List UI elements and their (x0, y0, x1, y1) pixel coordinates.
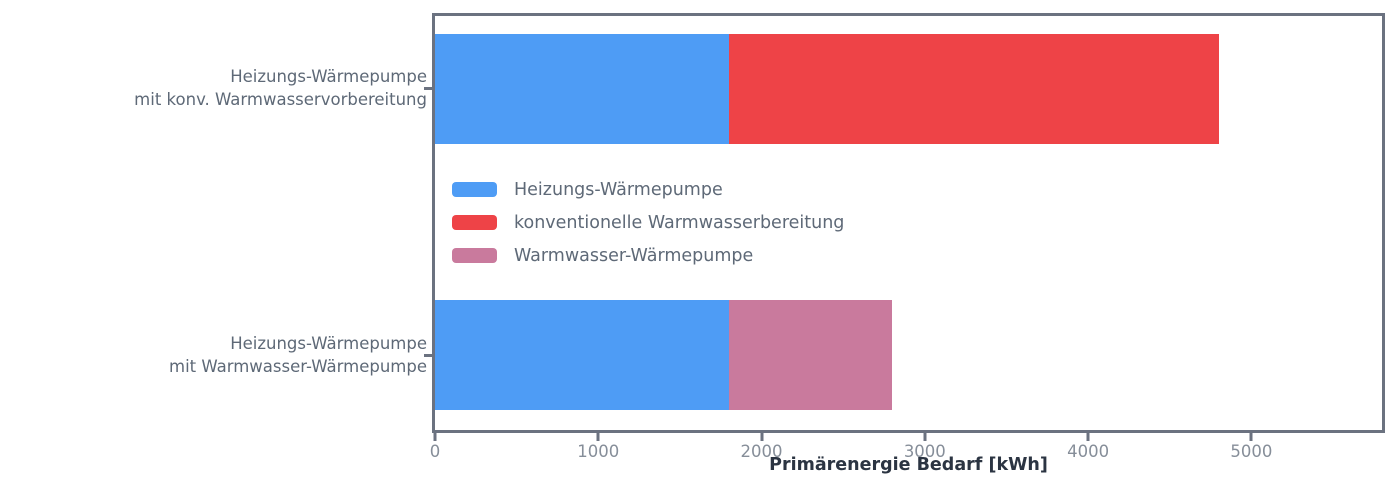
x-axis-title: Primärenergie Bedarf [kWh] (769, 455, 1048, 475)
x-tick-mark (596, 433, 600, 441)
bar-row (435, 300, 1382, 410)
legend: Heizungs-Wärmepumpe konventionelle Warmwa… (452, 173, 844, 272)
x-tick-label: 3000 (903, 442, 946, 461)
category-label-line: Heizungs-Wärmepumpe (230, 67, 427, 86)
category-label-line: mit Warmwasser-Wärmepumpe (169, 357, 427, 376)
legend-swatch (452, 248, 497, 263)
bar-segment (728, 300, 893, 410)
plot-inner (435, 16, 1382, 430)
x-tick-label: 1000 (577, 442, 620, 461)
legend-label: Heizungs-Wärmepumpe (514, 179, 723, 200)
bar-segment (728, 34, 1219, 144)
legend-item: konventionelle Warmwasserbereitung (452, 206, 844, 239)
x-tick-mark (1086, 433, 1090, 441)
x-tick-mark (923, 433, 927, 441)
legend-item: Heizungs-Wärmepumpe (452, 173, 844, 206)
x-tick-label: 5000 (1230, 442, 1273, 461)
y-tick-mark (424, 354, 433, 357)
legend-swatch (452, 182, 497, 197)
x-axis: 0 1000 2000 3000 4000 5000 (430, 433, 1382, 473)
y-tick-mark (424, 87, 433, 90)
legend-swatch (452, 215, 497, 230)
legend-item: Warmwasser-Wärmepumpe (452, 239, 844, 272)
bar-segment (435, 300, 729, 410)
x-tick-mark (1249, 433, 1253, 441)
x-tick-label: 0 (429, 442, 441, 461)
category-label-line: mit konv. Warmwasservorbereitung (134, 90, 427, 109)
category-label-line: Heizungs-Wärmepumpe (230, 334, 427, 353)
x-tick-mark (433, 433, 437, 441)
x-tick-mark (760, 433, 764, 441)
category-label: Heizungs-Wärmepumpe mit konv. Warmwasserv… (7, 65, 427, 111)
plot-area (432, 13, 1385, 433)
bar-row (435, 34, 1382, 144)
legend-label: konventionelle Warmwasserbereitung (514, 212, 845, 233)
legend-label: Warmwasser-Wärmepumpe (514, 245, 754, 266)
category-label: Heizungs-Wärmepumpe mit Warmwasser-Wärmep… (7, 332, 427, 378)
x-tick-label: 2000 (740, 442, 783, 461)
x-tick-label: 4000 (1067, 442, 1110, 461)
bar-segment (435, 34, 729, 144)
